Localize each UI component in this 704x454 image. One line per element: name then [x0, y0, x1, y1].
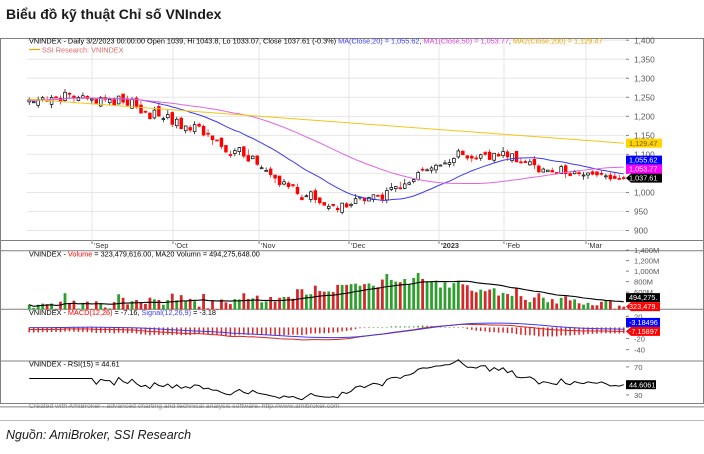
- svg-text:VNINDEX - Volume = 323,479,616: VNINDEX - Volume = 323,479,616.00, MA20 …: [29, 249, 260, 258]
- svg-text:323,479.: 323,479.: [629, 302, 657, 311]
- svg-text:1,000M: 1,000M: [634, 267, 659, 276]
- svg-text:70: 70: [634, 363, 642, 372]
- svg-text:30: 30: [634, 391, 642, 400]
- svg-text:-40: -40: [634, 346, 645, 355]
- svg-text:950: 950: [634, 207, 648, 217]
- svg-text:1,053.77: 1,053.77: [629, 165, 657, 174]
- svg-text:'Mar: 'Mar: [588, 241, 603, 250]
- svg-text:VNINDEX - MACD(12,26) = -7.16,: VNINDEX - MACD(12,26) = -7.16, Signal(12…: [29, 308, 216, 317]
- svg-text:44.6061: 44.6061: [629, 380, 655, 389]
- svg-text:1,000: 1,000: [634, 188, 655, 198]
- svg-text:1,350: 1,350: [634, 54, 655, 64]
- svg-text:Created with AmiBroker - advan: Created with AmiBroker - advanced charti…: [29, 403, 340, 410]
- svg-text:1,037.61: 1,037.61: [629, 174, 657, 183]
- svg-text:1,400: 1,400: [634, 35, 655, 45]
- svg-text:SSI Research: VNINDEX: SSI Research: VNINDEX: [42, 45, 124, 54]
- svg-text:1,055.62: 1,055.62: [629, 156, 657, 165]
- svg-text:494,275.: 494,275.: [629, 293, 657, 302]
- svg-text:1,129.47: 1,129.47: [629, 139, 657, 148]
- svg-text:'Dec: 'Dec: [351, 241, 366, 250]
- svg-text:1,200: 1,200: [634, 112, 655, 122]
- svg-text:900: 900: [634, 226, 648, 236]
- svg-text:'Feb: 'Feb: [506, 241, 520, 250]
- svg-text:'Nov: 'Nov: [261, 241, 276, 250]
- svg-text:-7.15897: -7.15897: [629, 327, 658, 336]
- svg-text:1,250: 1,250: [634, 92, 655, 102]
- svg-text:1,400M: 1,400M: [634, 246, 659, 255]
- svg-text:'2023: '2023: [441, 241, 459, 250]
- svg-text:VNINDEX - RSI(15) = 44.61: VNINDEX - RSI(15) = 44.61: [29, 360, 120, 369]
- svg-text:1,300: 1,300: [634, 73, 655, 83]
- svg-text:VNINDEX - Daily 3/2/2023 00:00: VNINDEX - Daily 3/2/2023 00:00:00 Open 1…: [29, 37, 602, 46]
- svg-text:800M: 800M: [634, 278, 653, 287]
- svg-text:1,200M: 1,200M: [634, 257, 659, 266]
- svg-text:-3.18496: -3.18496: [629, 318, 658, 327]
